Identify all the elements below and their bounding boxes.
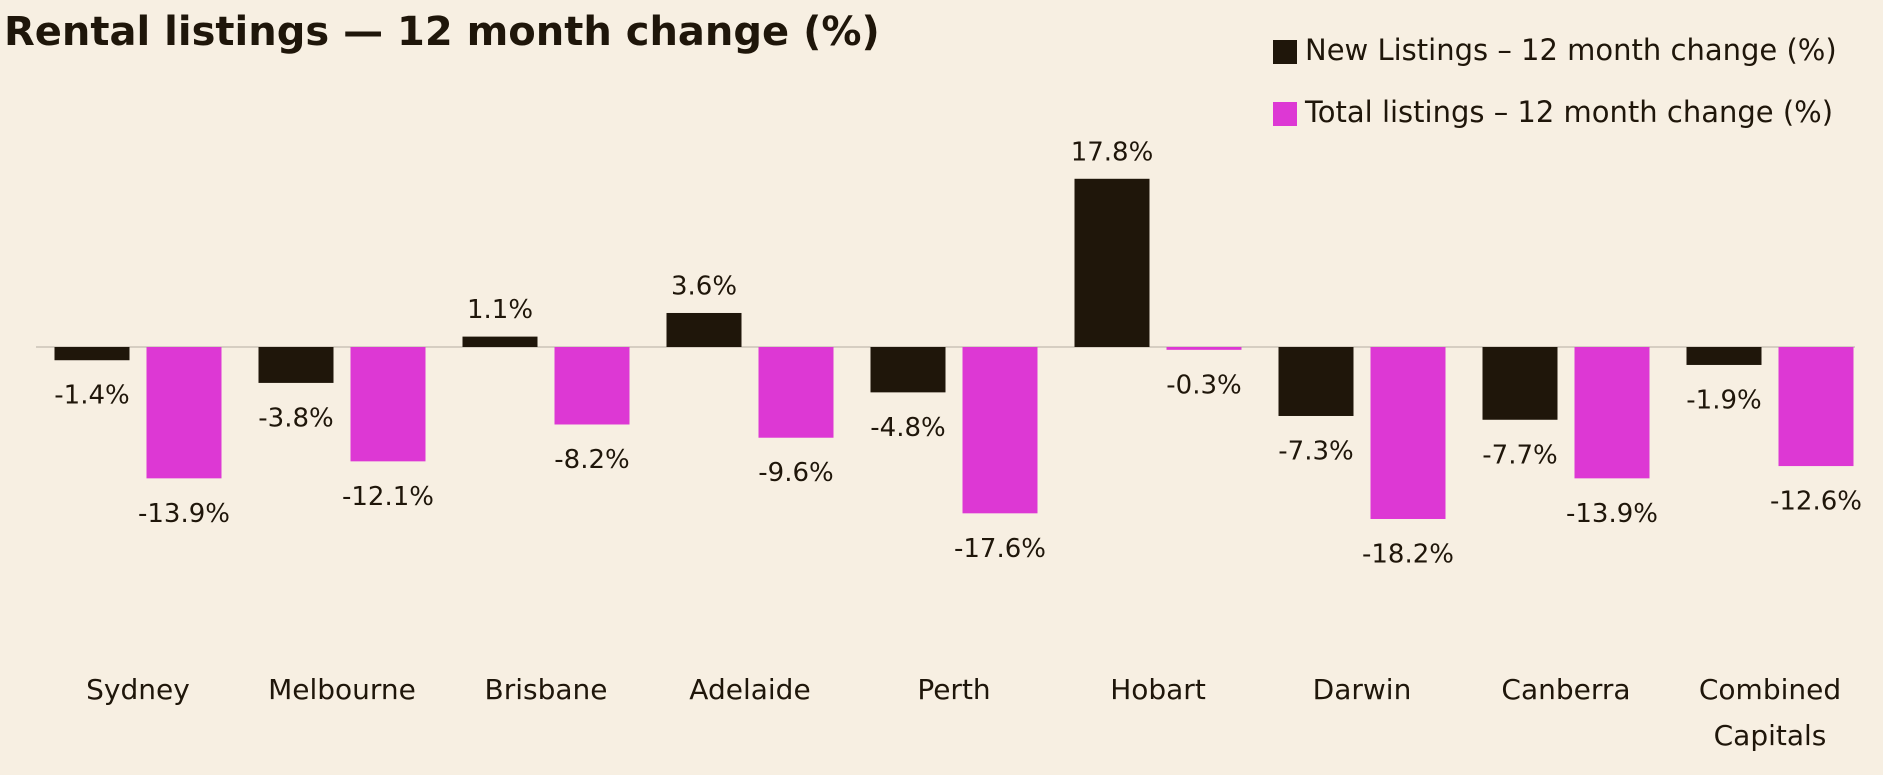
data-label: -1.9% bbox=[1686, 385, 1761, 415]
data-label: 17.8% bbox=[1071, 137, 1154, 167]
x-tick-label: Combined Capitals bbox=[1698, 673, 1842, 752]
data-label: -4.8% bbox=[870, 413, 945, 443]
bar bbox=[1778, 347, 1854, 467]
data-label: -12.1% bbox=[342, 482, 434, 512]
chart-title: Rental listings — 12 month change (%) bbox=[4, 9, 880, 55]
data-label: -3.8% bbox=[258, 403, 333, 433]
bar bbox=[258, 347, 334, 383]
x-tick-label: Hobart bbox=[1110, 673, 1206, 706]
bar bbox=[54, 347, 130, 361]
legend-swatch bbox=[1273, 102, 1297, 126]
bar bbox=[1482, 347, 1558, 420]
bar bbox=[666, 312, 742, 347]
data-label: -17.6% bbox=[954, 534, 1046, 564]
bar bbox=[870, 347, 946, 393]
data-label: -7.7% bbox=[1482, 440, 1557, 470]
data-label: -12.6% bbox=[1770, 487, 1862, 517]
data-label: -18.2% bbox=[1362, 539, 1454, 569]
bar bbox=[554, 347, 630, 425]
legend-label: New Listings – 12 month change (%) bbox=[1305, 33, 1837, 67]
data-label: 3.6% bbox=[671, 271, 737, 301]
x-tick-label: Melbourne bbox=[268, 673, 416, 706]
bar bbox=[462, 336, 538, 347]
x-tick-label: Canberra bbox=[1501, 673, 1631, 706]
bar bbox=[350, 347, 426, 462]
bar bbox=[1574, 347, 1650, 479]
data-label: 1.1% bbox=[467, 295, 533, 325]
x-tick-label: Sydney bbox=[86, 673, 190, 706]
bar bbox=[1370, 347, 1446, 519]
data-label: -9.6% bbox=[758, 458, 833, 488]
data-label: -0.3% bbox=[1166, 370, 1241, 400]
bar bbox=[962, 347, 1038, 514]
data-label: -7.3% bbox=[1278, 436, 1353, 466]
data-label: -1.4% bbox=[54, 381, 129, 411]
bar bbox=[1686, 347, 1762, 365]
bar bbox=[146, 347, 222, 479]
data-label: -13.9% bbox=[138, 499, 230, 529]
bar bbox=[758, 347, 834, 438]
x-tick-label: Perth bbox=[917, 673, 991, 706]
data-label: -13.9% bbox=[1566, 499, 1658, 529]
legend-swatch bbox=[1273, 40, 1297, 64]
x-tick-label: Brisbane bbox=[484, 673, 608, 706]
bar bbox=[1278, 347, 1354, 416]
bar bbox=[1166, 347, 1242, 350]
x-tick-label: Adelaide bbox=[689, 673, 811, 706]
x-tick-label: Darwin bbox=[1312, 673, 1412, 706]
bar bbox=[1074, 178, 1150, 347]
legend-label: Total listings – 12 month change (%) bbox=[1304, 95, 1833, 129]
data-label: -8.2% bbox=[554, 445, 629, 475]
